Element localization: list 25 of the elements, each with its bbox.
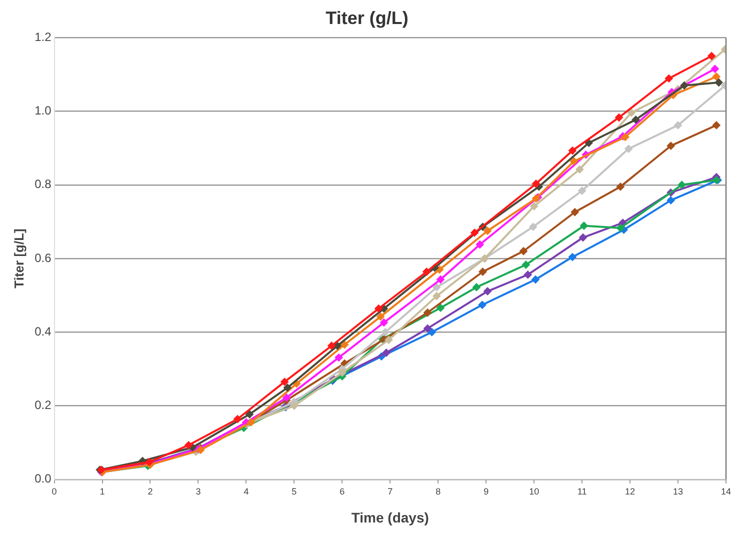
chart-title: Titer (g/L): [326, 8, 408, 28]
x-tick-label: 9: [484, 486, 489, 496]
x-tick-label: 10: [529, 486, 540, 496]
x-tick-label: 7: [388, 486, 393, 496]
x-tick-label: 0: [52, 486, 57, 496]
x-axis-title: Time (days): [351, 509, 429, 526]
y-axis-title: Titer [g/L]: [11, 228, 26, 288]
x-tick-label: 8: [436, 486, 441, 496]
x-tick-label: 1: [100, 486, 105, 496]
x-tick-label: 3: [196, 486, 201, 496]
x-tick-label: 11: [577, 486, 587, 496]
x-tick-label: 14: [720, 486, 731, 496]
x-tick-label: 12: [625, 486, 636, 496]
x-tick-label: 4: [244, 486, 249, 496]
y-tick-label: 1.0: [34, 104, 52, 118]
x-tick-label: 2: [148, 486, 153, 496]
y-tick-label: 0.6: [34, 250, 52, 265]
y-tick-label: 0.2: [34, 398, 52, 412]
x-tick-label: 6: [340, 486, 345, 496]
y-tick-label: 1.2: [34, 30, 52, 44]
x-tick-label: 13: [673, 486, 684, 496]
y-tick-label: 0.0: [34, 472, 52, 486]
y-tick-label: 0.8: [34, 177, 52, 192]
x-tick-label: 5: [292, 486, 297, 496]
y-tick-label: 0.4: [34, 324, 52, 338]
